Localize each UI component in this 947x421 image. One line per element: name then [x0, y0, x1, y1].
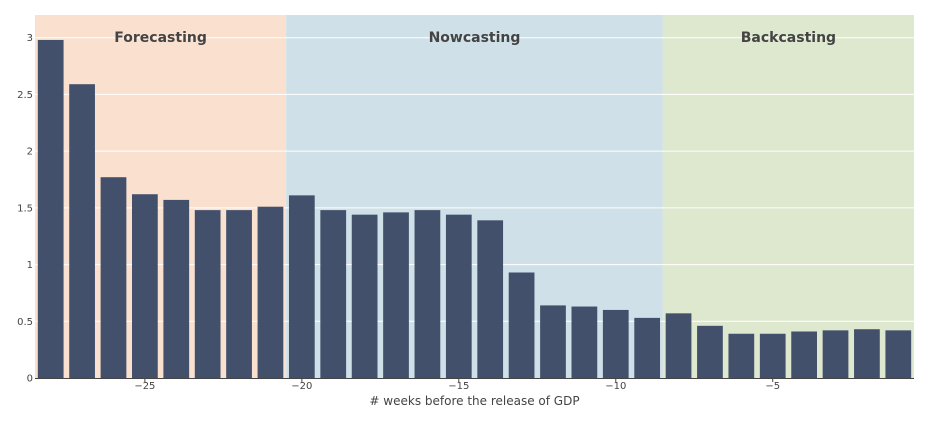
bar [414, 210, 441, 378]
bar [885, 330, 912, 378]
bar [540, 305, 566, 378]
bar [194, 210, 221, 378]
bar [791, 331, 817, 378]
y-tick-label: 0.5 [17, 317, 33, 328]
bar [508, 272, 535, 378]
bar [132, 194, 158, 378]
bar [383, 212, 409, 378]
bar [728, 333, 755, 378]
bar [320, 210, 347, 378]
region-label-nowcasting: Nowcasting [429, 30, 521, 46]
bar [477, 220, 504, 378]
region-nowcasting [286, 15, 663, 378]
bar [257, 206, 284, 378]
bar [351, 214, 378, 378]
bar [445, 214, 472, 378]
bar [854, 329, 880, 378]
x-axis-ticks: −25 −20 −15 −10 −5 [134, 378, 780, 392]
bar [634, 317, 661, 378]
y-axis-ticks: 0 0.5 1 1.5 2 2.5 3 [17, 33, 33, 384]
region-backcasting [662, 15, 914, 378]
x-tick-label: −15 [448, 381, 469, 392]
y-tick-label: 1.5 [17, 203, 33, 214]
bar [69, 84, 95, 379]
bar [665, 313, 692, 378]
x-tick-label: −25 [134, 381, 155, 392]
region-label-forecasting: Forecasting [114, 30, 207, 46]
bar [602, 309, 629, 378]
bar [697, 325, 723, 378]
bar [100, 177, 127, 378]
bar [37, 39, 64, 379]
y-tick-label: 3 [27, 33, 33, 44]
y-tick-label: 2 [27, 147, 33, 158]
x-tick-label: −5 [765, 381, 780, 392]
y-tick-label: 2.5 [17, 90, 33, 101]
bar [822, 330, 849, 378]
y-tick-label: 0 [27, 374, 33, 385]
bar [163, 199, 190, 378]
y-tick-label: 1 [27, 260, 33, 271]
x-axis-title: # weeks before the release of GDP [369, 394, 579, 408]
bar [571, 306, 598, 378]
shaded-regions [35, 15, 914, 378]
region-label-backcasting: Backcasting [741, 30, 836, 46]
bar [226, 210, 252, 378]
x-tick-label: −20 [291, 381, 312, 392]
bar [759, 333, 786, 378]
bar [288, 195, 315, 378]
bars [37, 39, 912, 379]
x-tick-label: −10 [605, 381, 626, 392]
region-labels: Forecasting Nowcasting Backcasting [114, 30, 836, 46]
